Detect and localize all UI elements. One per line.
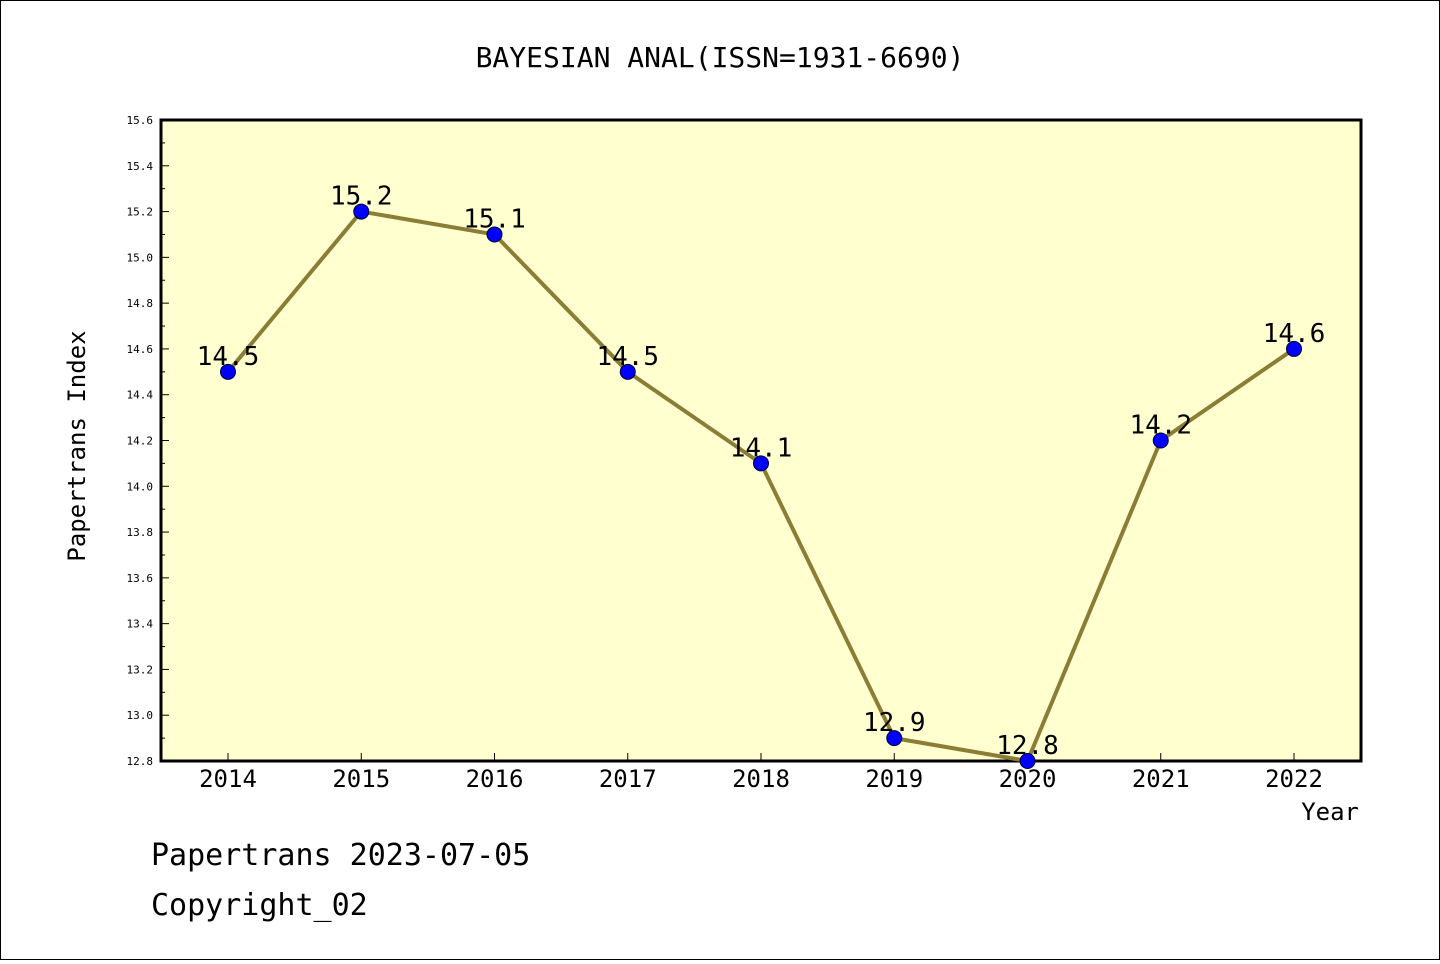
y-tick-label: 15.4 <box>127 160 154 173</box>
y-tick-label: 15.0 <box>127 251 154 264</box>
x-axis-label: Year <box>1301 798 1359 826</box>
x-tick-label: 2014 <box>199 765 257 793</box>
y-tick-label: 13.8 <box>127 526 154 539</box>
y-axis-label: Papertrans Index <box>63 330 91 561</box>
data-label: 14.2 <box>1129 411 1192 441</box>
data-point <box>353 203 370 220</box>
data-label: 15.1 <box>463 204 526 234</box>
data-point <box>220 363 236 380</box>
data-point <box>1152 432 1169 449</box>
y-tick-label: 12.8 <box>127 755 154 768</box>
y-tick-label: 14.0 <box>127 480 154 493</box>
data-label: 14.1 <box>730 433 793 463</box>
x-tick-label: 2022 <box>1265 765 1323 793</box>
chart-title: BAYESIAN ANAL(ISSN=1931-6690) <box>476 41 965 74</box>
y-tick-label: 14.2 <box>127 435 154 448</box>
y-tick-label: 13.2 <box>127 663 154 676</box>
data-point <box>619 363 636 380</box>
data-label: 15.2 <box>330 182 393 212</box>
data-point <box>1019 753 1036 769</box>
footer-date: Papertrans 2023-07-05 <box>151 838 530 873</box>
data-point <box>753 455 769 472</box>
y-tick-label: 15.2 <box>127 206 154 219</box>
data-point <box>886 730 903 747</box>
x-tick-label: 2018 <box>732 765 790 793</box>
data-label: 14.5 <box>197 342 260 372</box>
data-label: 12.9 <box>863 708 926 738</box>
x-tick-label: 2021 <box>1132 765 1190 793</box>
y-tick-label: 13.0 <box>127 709 154 722</box>
x-tick-label: 2015 <box>332 765 390 793</box>
x-tick-label: 2016 <box>466 765 524 793</box>
y-tick-label: 14.4 <box>127 389 154 402</box>
footer-copyright: Copyright_02 <box>151 888 368 923</box>
y-tick-label: 13.6 <box>127 572 154 585</box>
y-tick-label: 15.6 <box>127 114 154 127</box>
data-point <box>1286 340 1302 357</box>
x-tick-label: 2017 <box>599 765 657 793</box>
y-tick-label: 14.6 <box>127 343 154 356</box>
data-point <box>486 226 503 243</box>
data-label: 14.5 <box>596 342 659 372</box>
data-label: 14.6 <box>1263 319 1326 349</box>
y-tick-label: 13.4 <box>127 618 154 631</box>
x-tick-label: 2019 <box>865 765 923 793</box>
y-tick-label: 14.8 <box>127 297 154 310</box>
data-label: 12.8 <box>996 731 1059 761</box>
x-tick-label: 2020 <box>999 765 1057 793</box>
